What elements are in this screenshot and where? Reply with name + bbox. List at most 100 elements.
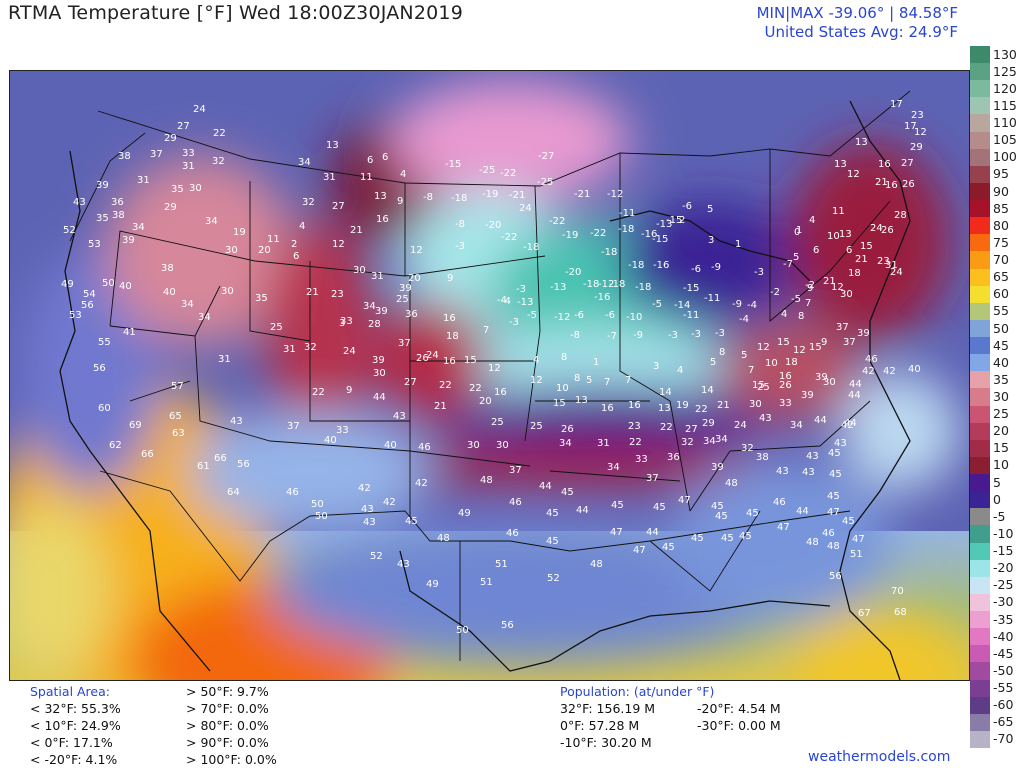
temperature-value-label: 10 xyxy=(827,231,840,242)
temperature-value-label: -19 xyxy=(562,230,578,241)
us-average-readout: United States Avg: 24.9°F xyxy=(764,23,958,41)
temperature-value-label: -18 xyxy=(583,279,599,290)
colorbar-tick-label: 70 xyxy=(993,252,1009,268)
temperature-value-label: 36 xyxy=(405,309,418,320)
temperature-value-label: 46 xyxy=(865,354,878,365)
colorbar-swatch xyxy=(970,200,990,218)
temperature-value-label: 34 xyxy=(205,216,218,227)
spatial-area-row: > 70°F: 0.0% xyxy=(186,701,269,716)
colorbar-swatch xyxy=(970,542,990,561)
temperature-value-label: -5 xyxy=(652,299,662,310)
colorbar-swatch xyxy=(970,422,990,441)
colorbar-swatch xyxy=(970,593,990,612)
temperature-value-label: 56 xyxy=(81,300,94,311)
population-panel-right: -20°F: 4.54 M -30°F: 0.00 M xyxy=(697,700,781,734)
temperature-value-label: 45 xyxy=(662,542,675,553)
temperature-value-label: 7 xyxy=(604,377,610,388)
temperature-value-label: -13 xyxy=(517,297,533,308)
temperature-value-label: 21 xyxy=(875,177,888,188)
temperature-value-label: 37 xyxy=(509,465,522,476)
colorbar-swatch xyxy=(970,354,990,372)
temperature-value-label: 36 xyxy=(667,452,680,463)
temperature-value-label: -3 xyxy=(668,330,678,341)
temperature-value-label: 4 xyxy=(533,355,539,366)
colorbar-tick-label: -55 xyxy=(993,680,1014,696)
temperature-value-label: 12 xyxy=(847,169,860,180)
temperature-value-label: 38 xyxy=(161,263,174,274)
temperature-value-label: -22 xyxy=(590,228,606,239)
temperature-value-label: 26 xyxy=(881,225,894,236)
temperature-value-label: 37 xyxy=(398,338,411,349)
colorbar-swatch xyxy=(970,576,990,595)
temperature-value-label: 14 xyxy=(659,387,672,398)
temperature-value-label: 13 xyxy=(839,229,852,240)
temperature-value-label: 1 xyxy=(796,225,802,236)
temperature-value-label: -18 xyxy=(635,282,651,293)
colorbar-swatch xyxy=(970,46,990,64)
colorbar-tick-label: 50 xyxy=(993,320,1009,336)
temperature-value-label: 37 xyxy=(836,322,849,333)
temperature-value-label: 31 xyxy=(283,344,296,355)
temperature-value-label: 35 xyxy=(96,213,109,224)
colorbar-swatch xyxy=(970,679,990,698)
temperature-value-label: -2 xyxy=(805,280,815,291)
temperature-value-label: 40 xyxy=(119,281,132,292)
colorbar-tick-label: -70 xyxy=(993,731,1014,747)
temperature-value-label: -6 xyxy=(605,310,615,321)
colorbar-tick-label: 90 xyxy=(993,183,1009,199)
temperature-value-label: 48 xyxy=(806,537,819,548)
temperature-value-label: 46 xyxy=(822,528,835,539)
colorbar-tick-label: 75 xyxy=(993,234,1009,250)
temperature-value-label: 16 xyxy=(494,387,507,398)
temperature-value-label: -16 xyxy=(653,260,669,271)
spatial-area-row: > 90°F: 0.0% xyxy=(186,735,269,750)
colorbar-tick-label: -15 xyxy=(993,543,1014,559)
temperature-value-label: 46 xyxy=(418,442,431,453)
temperature-value-label: 12 xyxy=(793,345,806,356)
temperature-value-label: 5 xyxy=(710,357,716,368)
temperature-value-label: 27 xyxy=(404,377,417,388)
temperature-value-label: 8 xyxy=(798,311,804,322)
temperature-value-label: 51 xyxy=(480,577,493,588)
temperature-value-label: 47 xyxy=(678,495,691,506)
temperature-value-label: -18 xyxy=(618,224,634,235)
colorbar-swatch xyxy=(970,508,990,526)
temperature-value-label: 43 xyxy=(806,451,819,462)
colorbar-swatch xyxy=(970,251,990,270)
temperature-value-label: 4 xyxy=(400,169,406,180)
temperature-value-label: -4 xyxy=(497,295,507,306)
temperature-map[interactable]: 24 27 29 22 33 31 32 37 38 31 35 30 39 29 36 38 34 43 35 34… xyxy=(9,70,970,681)
temperature-value-label: -13 xyxy=(550,282,566,293)
temperature-value-label: 39 xyxy=(399,283,412,294)
temperature-value-label: 26 xyxy=(561,424,574,435)
temperature-value-label: 37 xyxy=(646,473,659,484)
brand-link[interactable]: weathermodels.com xyxy=(808,749,951,765)
colorbar-tick-label: -5 xyxy=(993,508,1006,524)
temperature-value-label: 22 xyxy=(312,387,325,398)
temperature-value-label: 69 xyxy=(129,420,142,431)
temperature-value-label: 30 xyxy=(840,289,853,300)
temperature-value-label: 40 xyxy=(163,287,176,298)
colorbar-swatch xyxy=(970,337,990,355)
temperature-value-label: 37 xyxy=(150,149,163,160)
temperature-value-label: -13 xyxy=(656,219,672,230)
temperature-value-label: 45 xyxy=(711,501,724,512)
temperature-value-label: 7 xyxy=(748,365,754,376)
temperature-value-label: -8 xyxy=(455,219,465,230)
temperature-value-label: 23 xyxy=(331,289,344,300)
temperature-value-label: 30 xyxy=(467,440,480,451)
temperature-value-label: 34 xyxy=(559,438,572,449)
colorbar-swatch xyxy=(970,474,990,492)
temperature-value-label: 45 xyxy=(691,533,704,544)
temperature-value-label: -21 xyxy=(509,190,525,201)
temperature-value-label: 45 xyxy=(829,469,842,480)
colorbar-tick-label: 20 xyxy=(993,423,1009,439)
temperature-value-label: 34 xyxy=(198,312,211,323)
colorbar-swatch xyxy=(970,234,990,252)
colorbar-swatch xyxy=(970,319,990,338)
temperature-value-label: 19 xyxy=(233,227,246,238)
temperature-value-label: 29 xyxy=(164,202,177,213)
temperature-value-label: -19 xyxy=(482,189,498,200)
temperature-value-label: -8 xyxy=(423,192,433,203)
